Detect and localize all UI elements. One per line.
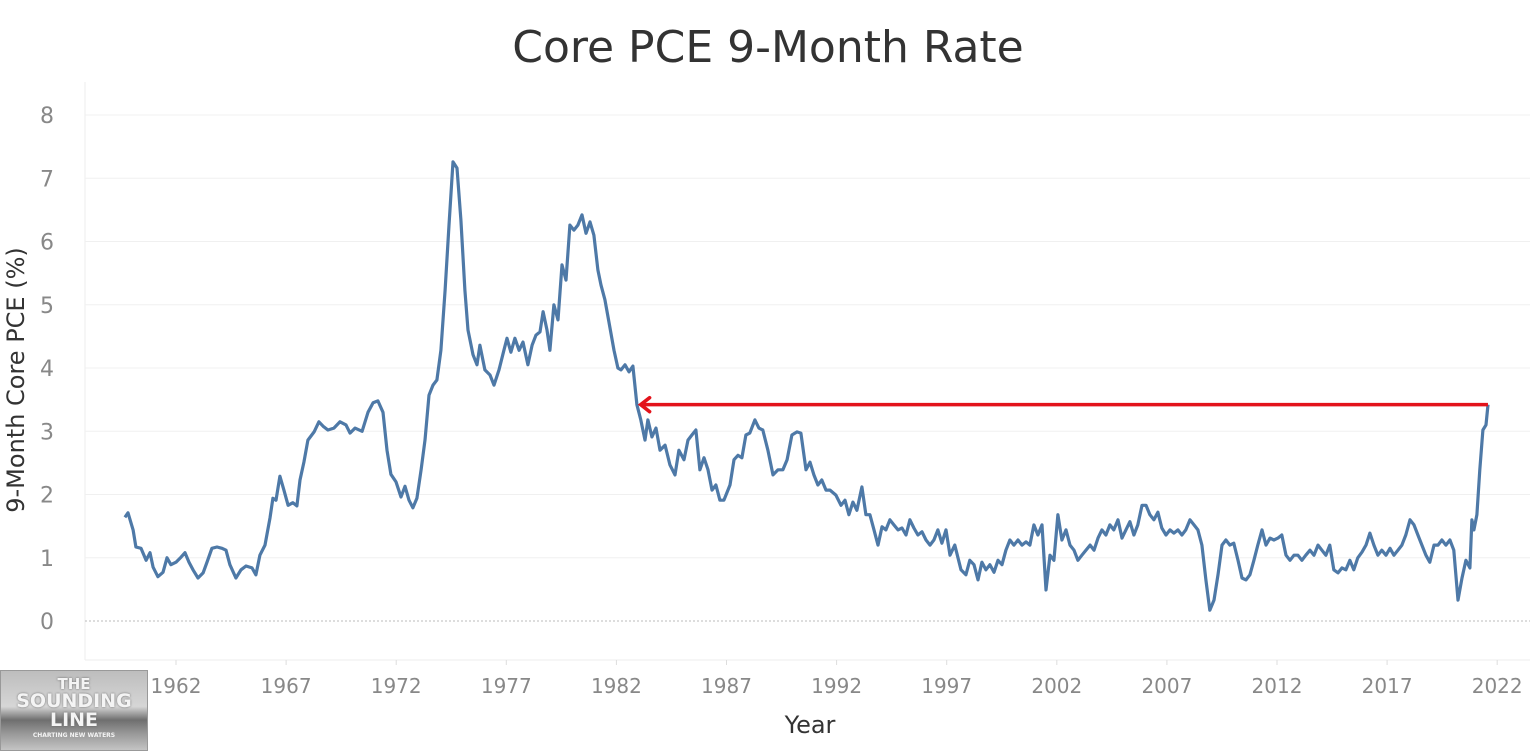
- y-tick-label: 7: [40, 167, 54, 192]
- x-axis-label: Year: [784, 711, 836, 739]
- x-tick-label: 2012: [1252, 674, 1303, 698]
- x-tick-label: 1997: [921, 674, 972, 698]
- y-tick-label: 2: [40, 484, 54, 509]
- x-tick-label: 1982: [591, 674, 642, 698]
- y-tick-label: 6: [40, 231, 54, 256]
- logo-line1: THE: [57, 675, 91, 693]
- logo-tagline: CHARTING NEW WATERS: [32, 732, 116, 739]
- x-tick-label: 1962: [151, 674, 202, 698]
- x-axis: 1962 1967 1972 1977 1982 1987 1992 1997 2002 2007…: [151, 660, 1523, 698]
- y-axis-label: 9-Month Core PCE (%): [2, 247, 30, 513]
- x-tick-label: 1992: [811, 674, 862, 698]
- x-tick-label: 1967: [261, 674, 312, 698]
- x-tick-label: 2017: [1362, 674, 1413, 698]
- x-tick-label: 1972: [371, 674, 422, 698]
- x-tick-label: 1977: [481, 674, 532, 698]
- x-tick-label: 2002: [1031, 674, 1082, 698]
- y-tick-label: 4: [40, 357, 54, 382]
- x-tick-label: 2007: [1141, 674, 1192, 698]
- y-axis: 0 1 2 3 4 5 6 7 8: [40, 104, 54, 635]
- x-tick-label: 2022: [1472, 674, 1523, 698]
- logo-line3: LINE: [49, 709, 99, 731]
- arrow-head: [637, 395, 652, 414]
- y-tick-label: 5: [40, 294, 54, 319]
- gridlines: [84, 82, 1530, 661]
- sounding-line-logo: THE SOUNDING LINE CHARTING NEW WATERS: [0, 670, 148, 751]
- y-tick-label: 8: [40, 104, 54, 129]
- y-tick-label: 0: [40, 610, 54, 635]
- logo-line2: SOUNDING: [16, 690, 132, 712]
- series-line: [123, 160, 1490, 612]
- chart-title: Core PCE 9-Month Rate: [512, 22, 1024, 73]
- y-tick-label: 1: [40, 547, 54, 572]
- arrow-annotation: [637, 395, 1488, 414]
- x-tick-label: 1987: [701, 674, 752, 698]
- y-tick-label: 3: [40, 420, 54, 445]
